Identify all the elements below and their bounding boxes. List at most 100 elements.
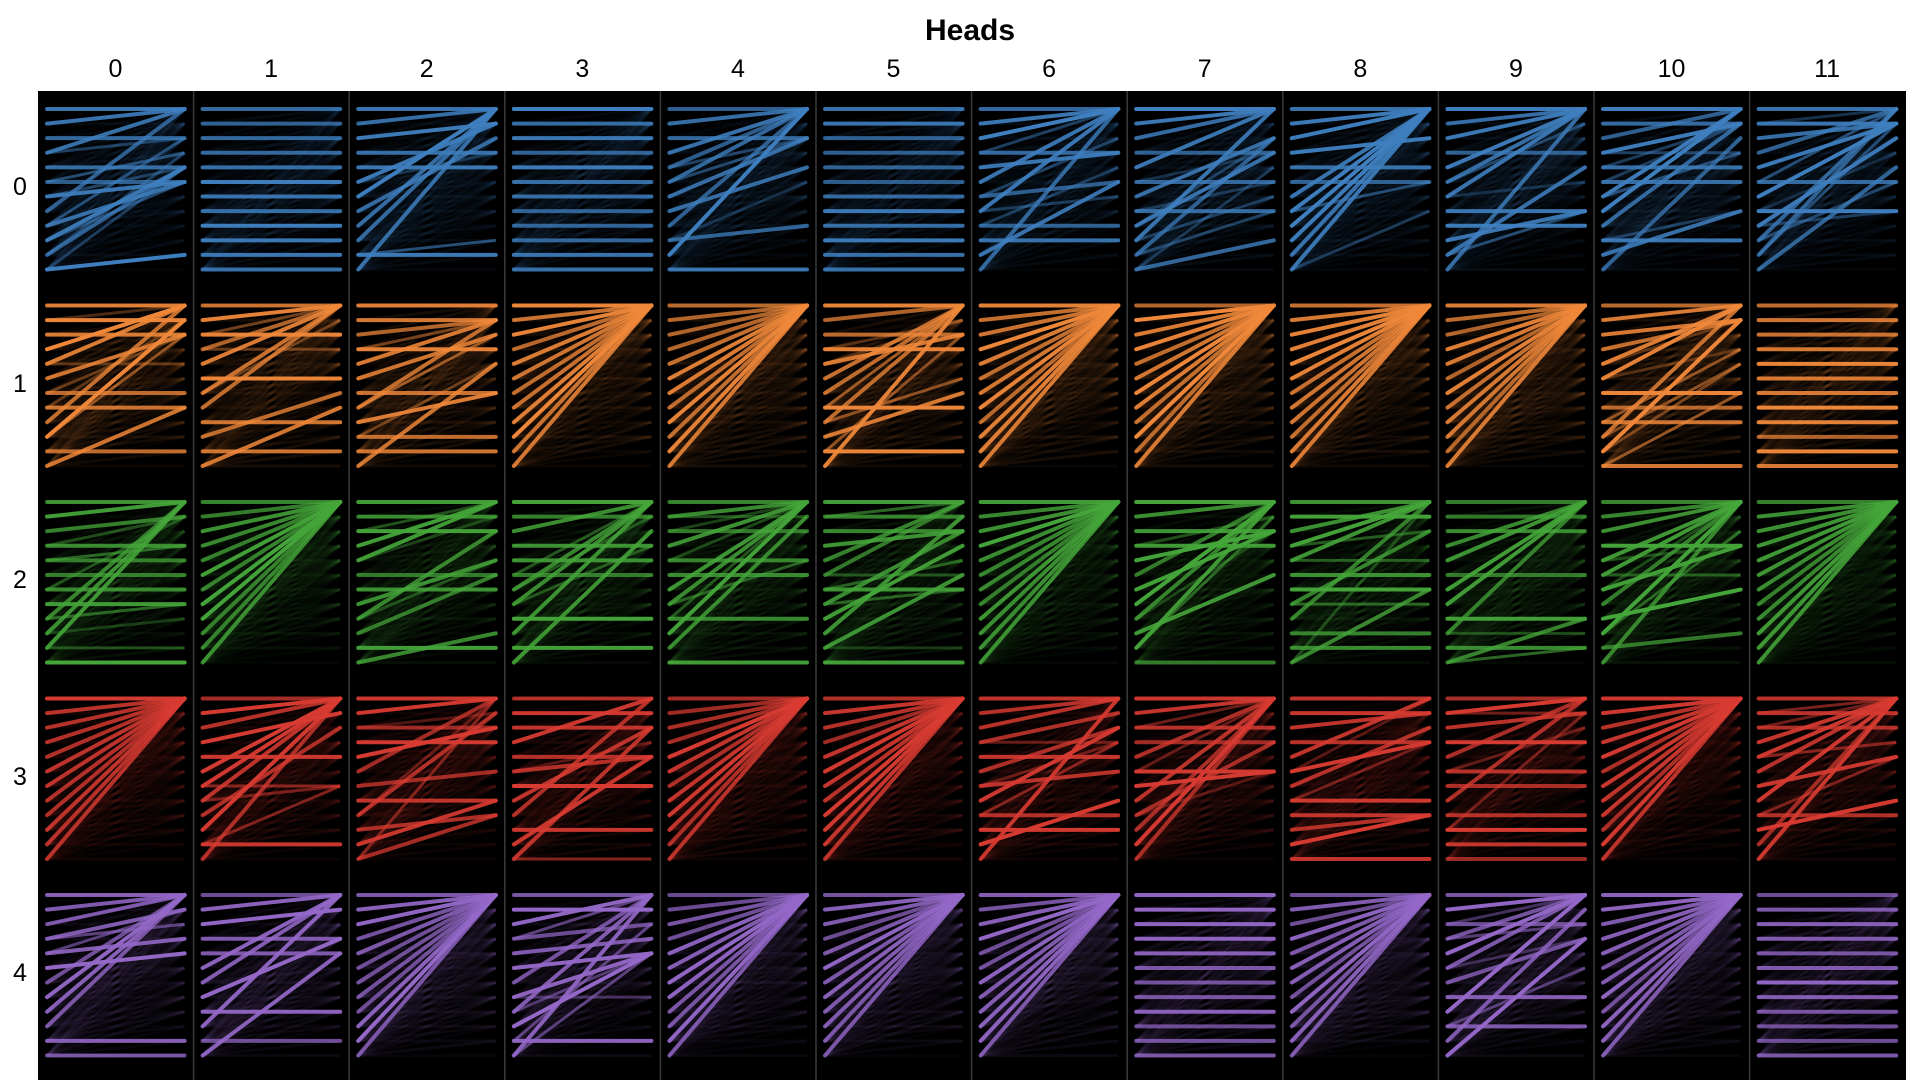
attention-panel-layer-0-head-9[interactable] [1445,107,1587,272]
attention-link-faint [1601,726,1742,861]
attention-panel-layer-3-head-2[interactable] [356,696,498,861]
attention-panel-layer-1-head-1[interactable] [200,303,343,468]
attention-panel-layer-2-head-11[interactable] [1756,500,1899,665]
attention-panel-layer-3-head-8[interactable] [1289,696,1432,861]
attention-link-faint [824,588,964,650]
attention-link-faint [1135,813,1275,861]
attention-panel-layer-1-head-2[interactable] [356,303,498,468]
attention-link-faint [980,631,1119,650]
attention-panel-layer-2-head-2[interactable] [356,500,498,665]
attention-panel-layer-3-head-6[interactable] [978,696,1121,861]
attention-panel-layer-0-head-0[interactable] [45,107,187,272]
attention-link-faint [824,617,963,650]
attention-panel-layer-3-head-9[interactable] [1445,696,1587,861]
attention-link-faint [1291,755,1430,788]
attention-link-faint [357,500,497,620]
attention-link-faint [668,348,808,468]
attention-link-faint [513,842,652,861]
attention-panel-layer-2-head-5[interactable] [823,500,965,665]
attention-link-faint [513,107,652,155]
attention-link [978,303,1121,337]
attention-panel-layer-0-head-3[interactable] [511,107,654,272]
attention-panel-layer-0-head-10[interactable] [1601,107,1743,272]
attention-panel-layer-3-head-11[interactable] [1756,696,1899,861]
attention-link-faint [357,195,497,242]
attention-panel-layer-1-head-8[interactable] [1289,303,1432,468]
attention-panel-layer-0-head-8[interactable] [1289,107,1432,272]
attention-link-faint [1758,602,1897,621]
attention-panel-layer-3-head-1[interactable] [200,696,343,861]
attention-panel-layer-1-head-5[interactable] [823,303,965,468]
attention-link [1601,318,1743,454]
attention-link [1134,696,1276,861]
attention-link [200,907,343,927]
attention-link [1445,303,1587,468]
attention-panel-layer-3-head-7[interactable] [1134,696,1276,861]
attention-panel-layer-1-head-4[interactable] [667,303,809,468]
attention-link-faint [1446,770,1586,817]
attention-link-faint [1757,377,1897,453]
attention-panel-layer-0-head-2[interactable] [356,107,498,272]
attention-link-faint [357,697,497,744]
attention-link-faint [1447,151,1586,169]
attention-panel-layer-2-head-3[interactable] [511,500,654,665]
attention-panel-layer-3-head-10[interactable] [1601,696,1743,861]
attention-link-faint [202,842,341,861]
attention-panel-layer-2-head-4[interactable] [667,500,809,665]
attention-link-faint [512,333,653,468]
attention-panel-layer-1-head-6[interactable] [978,303,1121,468]
attention-panel-layer-1-head-3[interactable] [511,303,654,468]
attention-panel-layer-2-head-7[interactable] [1134,500,1276,665]
attention-panel-layer-1-head-9[interactable] [1445,303,1587,468]
attention-link-faint [357,697,497,730]
attention-panel-layer-2-head-9[interactable] [1445,500,1587,665]
attention-link-faint [1602,602,1742,650]
attention-panel-layer-0-head-7[interactable] [1134,107,1276,272]
attention-panel-layer-3-head-0[interactable] [45,696,187,861]
attention-link-faint [1602,588,1742,664]
attention-panel-layer-0-head-6[interactable] [978,107,1121,272]
attention-panel-layer-3-head-4[interactable] [667,696,809,861]
attention-panel-layer-2-head-6[interactable] [978,500,1121,665]
attention-link [667,303,809,381]
attention-link-faint [1446,151,1586,257]
attention-panel-layer-4-head-4[interactable] [667,893,809,1058]
attention-panel-layer-3-head-3[interactable] [511,696,654,861]
attention-link-faint [1291,573,1431,650]
attention-link-faint [979,573,1120,664]
attention-link-faint [46,1010,185,1028]
attention-panel-layer-1-head-0[interactable] [45,303,187,468]
attention-panel-layer-2-head-0[interactable] [45,500,187,665]
attention-panel-layer-0-head-11[interactable] [1756,107,1899,272]
attention-panel-layer-0-head-1[interactable] [200,107,343,272]
attention-panel-layer-4-head-0[interactable] [45,893,187,1058]
attention-panel-layer-0-head-4[interactable] [667,107,809,272]
attention-link-faint [201,755,342,861]
attention-panel-layer-2-head-1[interactable] [200,500,343,665]
attention-panel-layer-4-head-1[interactable] [200,893,343,1058]
attention-panel-layer-1-head-11[interactable] [1756,303,1899,468]
attention-link [1134,500,1276,650]
attention-panel-layer-4-head-2[interactable] [356,893,498,1058]
attention-link-faint [980,813,1119,861]
attention-link-faint [357,1010,497,1057]
attention-link-faint [201,908,342,1042]
attention-panel-layer-3-head-5[interactable] [823,696,965,861]
attention-panel-layer-1-head-10[interactable] [1601,303,1743,468]
attention-link-faint [1291,209,1430,242]
attention-panel-layer-1-head-7[interactable] [1134,303,1276,468]
attention-link [511,500,654,636]
attention-panel-layer-2-head-8[interactable] [1289,500,1432,665]
attention-link-faint [201,952,341,1028]
attention-panel-layer-2-head-10[interactable] [1601,500,1743,665]
attention-panel-layer-0-head-5[interactable] [823,107,965,272]
attention-link-faint [1757,333,1897,409]
attention-link-faint [202,391,341,410]
attention-link-faint [669,828,808,846]
attention-link-faint [357,166,497,242]
attention-link-faint [1135,435,1275,468]
attention-panel-layer-4-head-3[interactable] [511,893,654,1058]
attention-link-faint [980,740,1119,803]
attention-link-faint [1602,449,1741,468]
attention-link-faint [669,209,808,242]
